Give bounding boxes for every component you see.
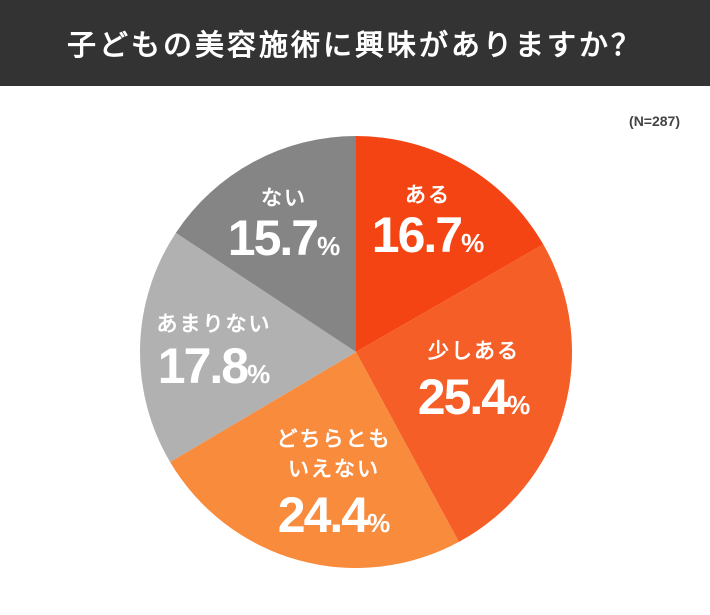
category-label-line2: いえない [288, 457, 380, 481]
slice-label-dochiratomo: どちらとも いえない 24.4% [277, 424, 392, 548]
percent-label: 17.8% [157, 338, 271, 394]
sample-size: (N=287) [629, 113, 680, 129]
chart-title: 子どもの美容施術に興味がありますか？ [0, 0, 710, 86]
category-label: 少しある [427, 339, 520, 363]
category-label: ある [404, 183, 451, 207]
percent-label: 25.4% [417, 369, 531, 425]
percent-label: 24.4% [277, 487, 391, 543]
category-label: あまりない [156, 312, 272, 336]
percent-label: 15.7% [227, 210, 341, 266]
pie-slice-4 [175, 136, 356, 352]
slice-label-amarinai: あまりない 17.8% [157, 309, 272, 399]
pie-slice-0 [356, 136, 544, 352]
slice-label-sukoshi-aru: 少しある 25.4% [418, 336, 530, 430]
percent-label: 16.7% [371, 207, 485, 263]
category-label: ない [260, 186, 307, 210]
pie-slice-3 [140, 232, 356, 462]
slice-label-aru: ある 16.7% [372, 180, 484, 268]
slice-label-nai: ない 15.7% [228, 183, 340, 271]
category-label-line1: どちらとも [276, 427, 392, 451]
pie-slice-1 [356, 244, 573, 542]
pie-slice-2 [170, 352, 459, 568]
